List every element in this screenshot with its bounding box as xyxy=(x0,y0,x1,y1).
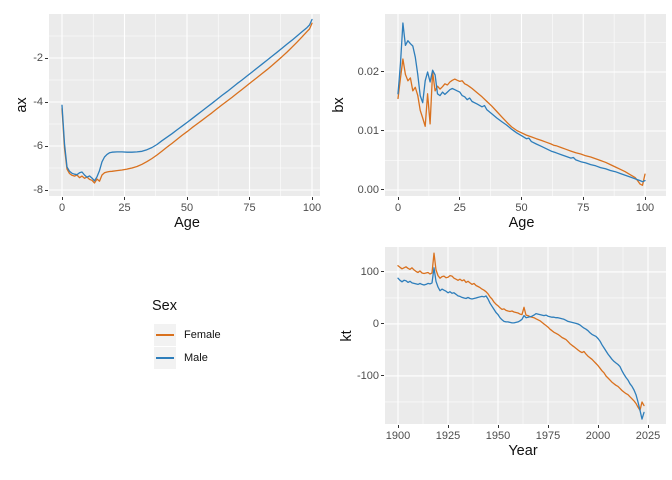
legend: Sex Female Male xyxy=(152,299,282,377)
x-tick-mark xyxy=(397,425,399,428)
x-tick-label: 75 xyxy=(243,202,256,214)
y-tick-label: -6 xyxy=(33,140,43,152)
x-tick-label: 2000 xyxy=(585,430,611,442)
y-axis-title: kt xyxy=(338,329,355,342)
legend-key-male xyxy=(154,347,176,369)
legend-key-female xyxy=(154,324,176,346)
x-tick-mark xyxy=(186,197,188,200)
x-tick-mark xyxy=(582,197,584,200)
plot-area-bx xyxy=(385,14,666,196)
x-axis-title: Year xyxy=(508,443,538,459)
x-tick-mark xyxy=(447,425,449,428)
y-tick-label: -2 xyxy=(33,52,43,64)
x-tick-mark xyxy=(459,197,461,200)
x-tick-mark xyxy=(397,197,399,200)
y-tick-label: 0.00 xyxy=(357,183,379,196)
male-line-swatch xyxy=(156,357,174,359)
male-line xyxy=(397,267,645,420)
x-tick-mark xyxy=(647,425,649,428)
x-tick-mark xyxy=(311,197,313,200)
x-tick-mark xyxy=(644,197,646,200)
x-tick-label: 0 xyxy=(58,202,66,214)
x-tick-label: 1900 xyxy=(385,430,411,442)
x-axis-title: Age xyxy=(508,215,535,231)
y-tick-mark xyxy=(45,57,48,59)
female-line-swatch xyxy=(156,334,174,336)
y-tick-mark xyxy=(381,271,384,273)
x-tick-mark xyxy=(497,425,499,428)
female-line xyxy=(397,58,646,186)
y-tick-mark xyxy=(381,323,384,325)
x-tick-label: 75 xyxy=(577,202,590,214)
legend-title: Sex xyxy=(152,298,177,314)
y-tick-label: 0 xyxy=(372,317,379,330)
y-tick-mark xyxy=(381,375,384,377)
x-tick-mark xyxy=(597,425,599,428)
x-tick-label: 25 xyxy=(453,202,466,214)
y-tick-label: 0.01 xyxy=(357,124,379,137)
x-tick-label: 50 xyxy=(515,202,528,214)
legend-entry-male: Male xyxy=(154,347,208,369)
y-tick-label: -4 xyxy=(33,96,43,108)
female-line xyxy=(397,252,645,411)
y-tick-mark xyxy=(45,189,48,191)
y-tick-mark xyxy=(381,71,384,73)
x-tick-mark xyxy=(249,197,250,200)
x-tick-mark xyxy=(124,197,125,200)
x-tick-label: 0 xyxy=(394,202,402,214)
y-tick-label: -100 xyxy=(356,369,379,382)
legend-entry-female: Female xyxy=(154,324,221,346)
y-tick-label: 0.02 xyxy=(357,65,379,78)
x-tick-label: 1925 xyxy=(435,430,461,442)
panel-background xyxy=(49,14,320,196)
x-tick-label: 25 xyxy=(118,202,131,214)
plot-area-ax xyxy=(49,14,320,196)
x-tick-mark xyxy=(61,197,63,200)
y-tick-label: 100 xyxy=(360,265,379,278)
x-tick-label: 100 xyxy=(635,202,655,214)
panel-background xyxy=(385,247,666,424)
x-tick-mark xyxy=(521,197,522,200)
x-tick-label: 50 xyxy=(180,202,194,214)
x-tick-label: 100 xyxy=(302,202,322,214)
y-tick-mark xyxy=(45,101,48,103)
y-tick-label: -8 xyxy=(33,184,43,196)
y-tick-mark xyxy=(381,189,384,191)
x-tick-label: 1950 xyxy=(485,430,511,442)
x-tick-label: 1975 xyxy=(535,430,561,442)
x-tick-mark xyxy=(547,425,549,428)
y-tick-mark xyxy=(45,145,48,147)
male-line xyxy=(397,22,646,183)
panel-background xyxy=(385,14,666,196)
x-tick-label: 2025 xyxy=(635,430,661,442)
y-tick-mark xyxy=(381,130,384,132)
x-axis-title: Age xyxy=(174,215,200,231)
plot-area-kt xyxy=(385,247,666,424)
male-line xyxy=(61,18,313,182)
legend-label-male: Male xyxy=(184,351,208,364)
legend-label-female: Female xyxy=(184,328,221,341)
